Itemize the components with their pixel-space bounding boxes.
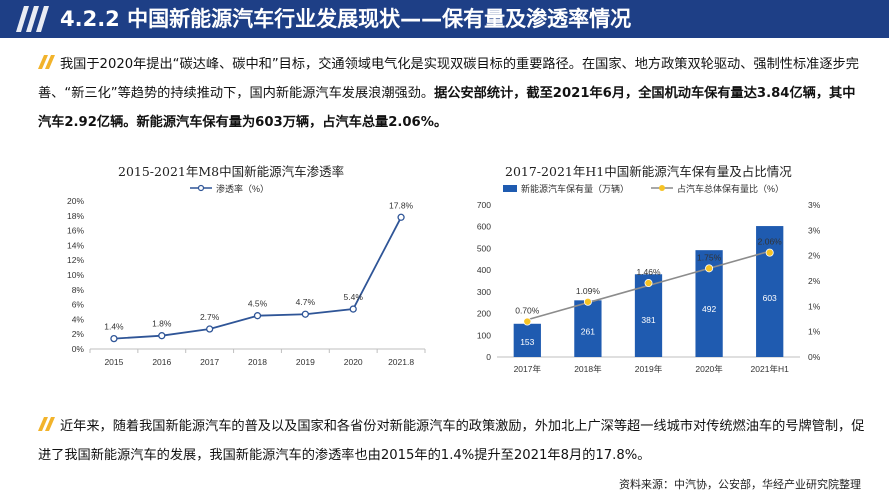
- x-tick-label: 2018: [248, 357, 267, 367]
- x-tick-label: 2015: [104, 357, 123, 367]
- x-tick-label: 2017: [200, 357, 219, 367]
- percent-label: 2.06%: [758, 237, 783, 247]
- bar-value-label: 492: [702, 304, 716, 314]
- y-tick-label: 14%: [67, 240, 84, 250]
- bar: [756, 226, 784, 357]
- x-tick-label: 2016: [152, 357, 171, 367]
- source-note: 资料来源：中汽协，公安部，华经产业研究院整理: [619, 478, 861, 491]
- intro-bold-text: 据公安部统计，截至2021年6月，全国机动车保有量达3.84亿辆，其中汽车2.9…: [38, 86, 856, 130]
- bar-value-label: 261: [581, 326, 595, 336]
- header-bar: 4.2.2 中国新能源汽车行业发展现状——保有量及渗透率情况: [0, 0, 889, 38]
- y-right-tick-label: 2%: [808, 251, 821, 261]
- penetration-line-chart: 渗透率（%） 0% 2% 4% 6% 8% 10% 12% 14% 16% 18% 20% 2015 20…: [67, 183, 426, 367]
- x-tick-label: 2018年: [574, 364, 602, 374]
- percent-label: 0.70%: [515, 306, 540, 316]
- y-tick-label: 6%: [72, 300, 85, 310]
- ownership-bar-line-chart: 新能源汽车保有量（万辆） 占汽车总体保有量比（%） 0 100 200 300 400 500…: [477, 183, 821, 374]
- legend-label: 新能源汽车保有量（万辆）: [521, 183, 629, 194]
- page-title: 4.2.2 中国新能源汽车行业发展现状——保有量及渗透率情况: [60, 7, 632, 31]
- bar: [574, 300, 602, 357]
- data-point: [110, 334, 118, 343]
- x-tick-label: 2017年: [514, 364, 542, 374]
- y-tick-label: 18%: [67, 211, 84, 221]
- percent-point: [765, 248, 774, 257]
- data-label: 17.8%: [389, 200, 414, 210]
- x-tick-label: 2021年H1: [751, 364, 790, 374]
- data-point: [301, 310, 310, 318]
- y-tick-label: 16%: [67, 226, 84, 236]
- y-left-tick-label: 500: [477, 243, 491, 253]
- percent-label: 1.46%: [636, 267, 661, 277]
- percent-point: [705, 264, 714, 273]
- y-right-tick-label: 1%: [808, 327, 821, 337]
- intro-text: 我国于2020年提出“碳达峰、碳中和”目标，交通领域电气化是实现双碳目标的重要路…: [38, 57, 859, 101]
- data-label: 4.7%: [296, 297, 316, 307]
- data-point: [158, 332, 166, 340]
- data-point: [253, 312, 262, 320]
- y-tick-label: 4%: [72, 314, 85, 324]
- y-left-tick-label: 600: [477, 222, 491, 232]
- x-tick-label: 2021.8: [388, 357, 414, 367]
- y-right-tick-label: 2%: [808, 276, 821, 286]
- bar-value-label: 153: [520, 337, 534, 347]
- y-tick-label: 12%: [67, 255, 84, 265]
- intro-paragraph: 我国于2020年提出“碳达峰、碳中和”目标，交通领域电气化是实现双碳目标的重要路…: [38, 50, 868, 137]
- summary-paragraph: 近年来，随着我国新能源汽车的普及以及国家和各省份对新能源汽车的政策激励，外加北上…: [38, 412, 868, 470]
- data-label: 2.7%: [200, 312, 220, 322]
- y-tick-label: 2%: [72, 329, 85, 339]
- y-tick-label: 10%: [67, 270, 84, 280]
- y-left-tick-label: 0: [486, 352, 491, 362]
- y-left-tick-label: 400: [477, 265, 491, 275]
- data-point: [205, 325, 214, 333]
- stripes-decoration-icon: [16, 6, 49, 32]
- data-label: 1.8%: [152, 319, 172, 329]
- legend-bar-swatch: [503, 185, 517, 192]
- y-left-tick-label: 300: [477, 287, 491, 297]
- y-tick-label: 20%: [67, 196, 84, 206]
- x-tick-label: 2020: [344, 357, 363, 367]
- data-point: [349, 305, 357, 313]
- data-label: 5.4%: [344, 292, 364, 302]
- y-right-tick-label: 0%: [808, 352, 821, 362]
- y-right-tick-label: 3%: [808, 225, 821, 235]
- y-tick-label: 8%: [72, 285, 85, 295]
- data-label: 1.4%: [104, 322, 124, 332]
- x-tick-label: 2019: [296, 357, 315, 367]
- data-label: 4.5%: [248, 299, 268, 309]
- y-right-tick-label: 1%: [808, 301, 821, 311]
- percent-label: 1.09%: [576, 286, 601, 296]
- y-left-tick-label: 100: [477, 330, 491, 340]
- percent-label: 1.75%: [697, 252, 722, 262]
- y-left-tick-label: 200: [477, 309, 491, 319]
- chart2-title: 2017-2021年H1中国新能源汽车保有量及占比情况: [505, 164, 792, 179]
- stripes-bullet-icon: [38, 417, 55, 431]
- legend-label: 占汽车总体保有量比（%）: [677, 183, 784, 194]
- y-left-tick-label: 700: [477, 200, 491, 210]
- summary-text: 近年来，随着我国新能源汽车的普及以及国家和各省份对新能源汽车的政策激励，外加北上…: [38, 419, 865, 463]
- percent-point: [583, 297, 592, 306]
- bar-value-label: 381: [641, 315, 655, 325]
- data-point: [397, 213, 405, 221]
- percent-point: [523, 317, 532, 326]
- legend-marker-swatch: [197, 184, 205, 192]
- y-tick-label: 0%: [72, 344, 85, 354]
- chart1-title: 2015-2021年M8中国新能源汽车渗透率: [118, 164, 345, 179]
- x-tick-label: 2019年: [635, 364, 663, 374]
- legend-marker-swatch: [659, 185, 665, 191]
- legend-label: 渗透率（%）: [216, 183, 269, 194]
- y-right-tick-label: 3%: [808, 200, 821, 210]
- percent-point: [644, 279, 653, 288]
- bar: [513, 323, 541, 357]
- stripes-bullet-icon: [38, 55, 55, 69]
- x-tick-label: 2020年: [695, 364, 723, 374]
- bar-value-label: 603: [763, 293, 777, 303]
